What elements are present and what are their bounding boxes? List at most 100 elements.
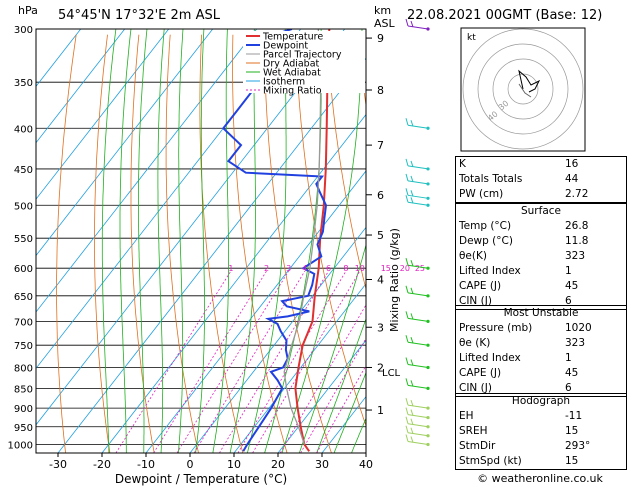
mixing-ratio-axis-label: Mixing Ratio (g/kg) xyxy=(388,228,401,332)
wind-barb xyxy=(405,425,430,438)
row-value: 323 xyxy=(565,250,586,262)
pressure-unit-label: hPa xyxy=(18,4,38,17)
row-label: K xyxy=(459,158,466,170)
pressure-tick-label: 750 xyxy=(14,341,33,352)
wind-barb xyxy=(405,378,430,390)
pressure-tick-label: 300 xyxy=(14,25,33,36)
dry-adiabat-line xyxy=(232,34,288,453)
mixing-ratio-line xyxy=(316,364,366,453)
mixing-ratio-label: 25 xyxy=(415,264,425,273)
table-row: Dewp (°C) 11.8 xyxy=(456,234,626,249)
dry-adiabat-line xyxy=(130,34,155,453)
km-tick-label: 8 xyxy=(377,84,384,97)
wind-barb xyxy=(405,416,430,429)
wet-adiabat-line xyxy=(157,29,165,453)
x-tick-label: 10 xyxy=(227,458,241,471)
table-row: EH -11 xyxy=(456,409,626,424)
pressure-tick-label: 550 xyxy=(14,234,33,245)
lcl-label: LCL xyxy=(382,368,401,379)
dry-adiabat-line xyxy=(165,34,199,453)
wind-barb xyxy=(405,357,430,370)
x-tick-label: 30 xyxy=(315,458,329,471)
row-value: 26.8 xyxy=(565,220,589,232)
pressure-tick-label: 400 xyxy=(14,124,33,135)
legend-entry: Parcel Trajectory xyxy=(263,50,342,61)
table-row: StmSpd (kt) 15 xyxy=(456,454,626,469)
pressure-tick-label: 850 xyxy=(14,384,33,395)
table-row: θe (K) 323 xyxy=(456,336,626,351)
x-tick-label: -30 xyxy=(49,458,67,471)
isotherm-line xyxy=(277,339,366,453)
surface-title: Surface xyxy=(520,205,561,217)
hodograph-title: Hodograph xyxy=(511,395,571,407)
x-tick-label: 20 xyxy=(271,458,285,471)
wet-adiabat-line xyxy=(101,29,117,453)
wet-adiabat-line xyxy=(281,29,363,453)
mixing-ratio-line xyxy=(219,270,329,453)
hodograph-trace xyxy=(518,69,541,93)
wet-adiabat-line xyxy=(119,29,132,453)
dry-adiabat-line xyxy=(56,34,77,453)
legend-entry: Dry Adiabat xyxy=(263,59,320,70)
mixing-ratio-label: 6 xyxy=(326,264,331,273)
pressure-tick-label: 650 xyxy=(14,292,33,303)
km-tick-label: 4 xyxy=(377,274,384,287)
wind-barb xyxy=(405,173,430,186)
row-value: 15 xyxy=(565,455,579,467)
row-value: 1 xyxy=(565,352,572,364)
wet-adiabat-line xyxy=(229,29,256,453)
wet-adiabat-line xyxy=(247,29,287,453)
mixing-ratio-label: 8 xyxy=(343,264,348,273)
wet-adiabat-line xyxy=(138,29,148,453)
hodograph-ring xyxy=(462,28,584,150)
table-row: K 16 xyxy=(456,157,626,172)
wet-adiabat-line xyxy=(333,371,366,453)
row-label: CAPE (J) xyxy=(459,367,502,379)
table-row: StmDir 293° xyxy=(456,439,626,454)
mixing-ratio-label: 3 xyxy=(286,264,291,273)
row-value: 6 xyxy=(565,382,572,394)
isotherm-line xyxy=(145,170,366,453)
wet-adiabat-line xyxy=(316,317,366,453)
wet-adiabat-line xyxy=(177,29,184,453)
table-row: Lifted Index 1 xyxy=(456,351,626,366)
datetime-title: 22.08.2021 00GMT (Base: 12) xyxy=(407,8,603,23)
row-value: 293° xyxy=(565,440,591,452)
table-row: Totals Totals 44 xyxy=(456,172,626,187)
mixing-ratio-line xyxy=(300,337,366,453)
table-row: PW (cm) 2.72 xyxy=(456,187,626,202)
wind-barb xyxy=(405,195,430,207)
table-row: CIN (J) 6 xyxy=(456,294,626,309)
isotherm-line xyxy=(189,226,366,453)
km-tick-label: 3 xyxy=(377,321,384,334)
mixing-ratio-label: 20 xyxy=(400,264,410,273)
surface-box: Surface Temp (°C) 26.8 Dewp (°C) 11.8 θe(K) 32… xyxy=(455,203,627,310)
table-row: CAPE (J) 45 xyxy=(456,279,626,294)
km-tick-label: 1 xyxy=(377,404,384,417)
hodograph-unit-label: kt xyxy=(467,33,476,43)
isotherm-line xyxy=(101,113,366,453)
wind-barb xyxy=(405,335,430,347)
x-axis-label: Dewpoint / Temperature (°C) xyxy=(115,472,287,486)
row-value: 6 xyxy=(565,295,572,307)
pressure-tick-label: 950 xyxy=(14,423,33,434)
table-row: CAPE (J) 45 xyxy=(456,366,626,381)
pressure-tick-label: 700 xyxy=(14,317,33,328)
wind-barb xyxy=(405,397,430,410)
x-tick-label: -20 xyxy=(93,458,111,471)
km-unit-label: km xyxy=(374,4,392,17)
row-value: 44 xyxy=(565,173,579,185)
isotherm-line xyxy=(36,29,346,426)
mixing-ratio-line xyxy=(176,270,289,453)
row-label: θe(K) xyxy=(459,250,487,262)
most-unstable-title: Most Unstable xyxy=(503,307,579,319)
isotherm-line xyxy=(36,29,258,313)
pressure-tick-label: 500 xyxy=(14,201,33,212)
dry-adiabat-line xyxy=(326,34,366,291)
table-row: Temp (°C) 26.8 xyxy=(456,219,626,234)
row-label: CAPE (J) xyxy=(459,280,502,292)
dry-adiabat-line xyxy=(199,34,244,453)
wind-barb xyxy=(405,407,430,420)
row-value: 323 xyxy=(565,337,586,349)
location-title: 54°45'N 17°32'E 2m ASL xyxy=(58,8,220,23)
